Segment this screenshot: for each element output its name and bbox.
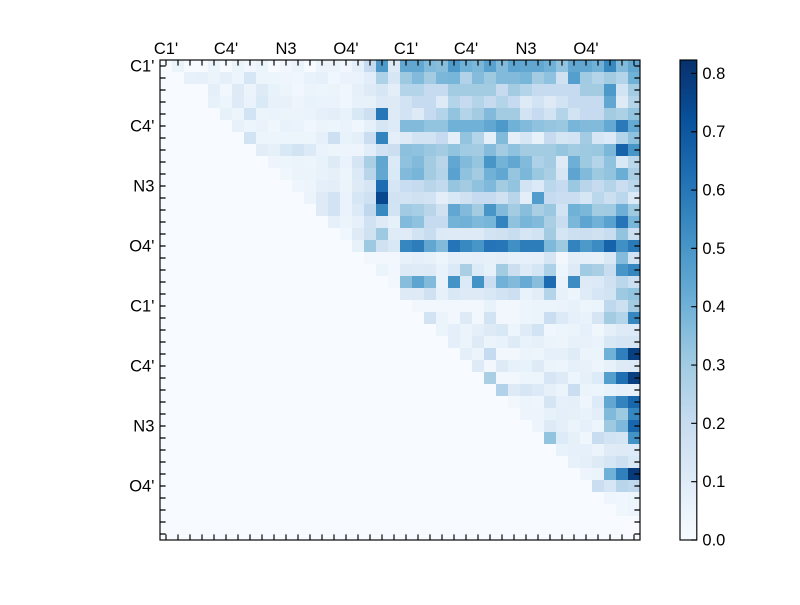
svg-text:0.3: 0.3 <box>702 357 725 375</box>
svg-text:C1': C1' <box>130 298 154 316</box>
svg-text:0.6: 0.6 <box>702 182 725 200</box>
svg-text:O4': O4' <box>573 40 598 58</box>
svg-text:0.1: 0.1 <box>702 473 725 491</box>
svg-text:C4': C4' <box>214 40 238 58</box>
svg-text:0.4: 0.4 <box>702 298 725 316</box>
svg-text:0.5: 0.5 <box>702 240 725 258</box>
svg-text:C4': C4' <box>454 40 478 58</box>
svg-text:C4': C4' <box>130 118 154 136</box>
svg-text:0.8: 0.8 <box>702 65 725 83</box>
svg-text:O4': O4' <box>129 238 154 256</box>
svg-text:0.7: 0.7 <box>702 123 725 141</box>
svg-text:C1': C1' <box>154 40 178 58</box>
svg-text:0.0: 0.0 <box>702 532 725 550</box>
svg-text:O4': O4' <box>333 40 358 58</box>
svg-text:N3: N3 <box>275 40 296 58</box>
svg-text:C1': C1' <box>394 40 418 58</box>
svg-text:N3: N3 <box>133 418 154 436</box>
svg-text:C4': C4' <box>130 358 154 376</box>
svg-text:C1': C1' <box>130 58 154 76</box>
svg-text:0.2: 0.2 <box>702 415 725 433</box>
svg-text:N3: N3 <box>133 178 154 196</box>
svg-text:O4': O4' <box>129 478 154 496</box>
svg-text:N3: N3 <box>515 40 536 58</box>
